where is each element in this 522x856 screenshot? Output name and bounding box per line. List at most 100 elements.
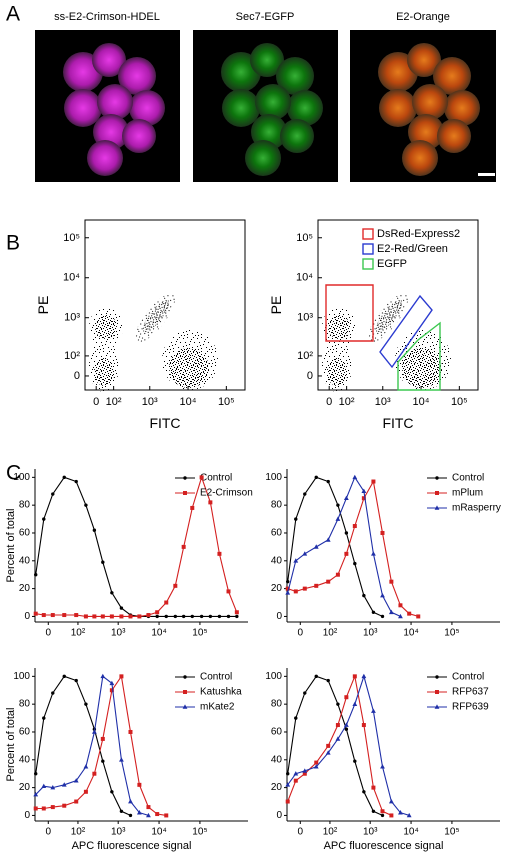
x-axis-label: FITC (382, 415, 413, 431)
y-tick-label: 20 (19, 782, 31, 793)
marker (293, 589, 298, 594)
legend-label: Control (200, 672, 232, 683)
y-tick-label: 10⁴ (63, 272, 80, 284)
marker (50, 805, 55, 810)
marker (84, 702, 88, 706)
y-tick-label: 40 (19, 754, 31, 765)
marker (50, 785, 56, 790)
marker (146, 805, 151, 810)
marker (92, 771, 97, 776)
marker (371, 708, 376, 713)
marker (128, 798, 133, 804)
marker (371, 479, 376, 484)
marker (74, 678, 78, 683)
marker (208, 614, 213, 619)
x-tick-label: 10² (71, 827, 86, 838)
image-title: E2-Orange (396, 11, 450, 23)
marker (326, 678, 330, 683)
marker (41, 806, 46, 811)
legend-label: Katushka (200, 687, 242, 698)
legend-label: Control (200, 473, 232, 484)
marker (344, 727, 349, 731)
marker (380, 809, 385, 814)
series-line (287, 675, 383, 816)
marker (62, 674, 66, 679)
marker (388, 798, 394, 804)
y-tick-label: 80 (271, 500, 283, 511)
x-tick-label: 10⁵ (192, 827, 207, 838)
marker (343, 495, 349, 501)
marker (314, 583, 319, 588)
x-tick-label: 10⁴ (403, 827, 418, 838)
marker (286, 772, 290, 776)
series-line (287, 674, 410, 816)
x-axis-label: APC fluorescence signal (324, 840, 444, 852)
x-tick-label: 10² (323, 628, 338, 639)
x-tick-label: 10⁴ (180, 396, 197, 408)
marker (371, 809, 376, 813)
marker (353, 561, 357, 566)
marker (183, 675, 187, 679)
legend-label: DsRed-Express2 (377, 228, 460, 240)
y-tick-label: 80 (271, 699, 283, 710)
micrograph (35, 30, 180, 182)
marker (62, 613, 67, 618)
marker (335, 516, 341, 521)
marker (285, 590, 291, 595)
y-tick-label: 10² (297, 350, 313, 362)
marker (398, 603, 403, 608)
marker (302, 771, 307, 776)
marker (352, 701, 358, 706)
marker (199, 614, 204, 619)
marker (326, 579, 331, 584)
y-tick-label: 0 (24, 810, 30, 821)
marker (33, 611, 38, 616)
y-axis-label: PE (268, 296, 284, 315)
marker (83, 789, 88, 794)
y-tick-label: 0 (276, 810, 282, 821)
marker (41, 613, 46, 618)
x-tick-label: 10² (339, 396, 355, 408)
series-line (287, 479, 419, 617)
marker (84, 503, 88, 507)
marker (100, 736, 105, 741)
plot-frame (84, 219, 246, 391)
marker (137, 614, 142, 619)
marker (33, 806, 38, 811)
marker (435, 690, 439, 694)
marker (199, 475, 204, 480)
y-tick-label: 20 (19, 583, 31, 594)
y-tick-label: 80 (19, 500, 31, 511)
marker (398, 810, 403, 815)
marker (155, 610, 160, 615)
image-title: Sec7-EGFP (236, 11, 295, 23)
x-tick-label: 10³ (363, 628, 378, 639)
y-tick-label: 10³ (64, 312, 80, 324)
panel-label: A (6, 3, 20, 26)
marker (380, 592, 385, 598)
x-tick-label: 10⁵ (218, 396, 235, 408)
x-axis-label: FITC (149, 415, 180, 431)
marker (313, 764, 319, 769)
marker (164, 614, 168, 619)
x-tick-label: 10⁵ (444, 628, 459, 639)
x-tick-label: 0 (298, 827, 304, 838)
marker (92, 614, 97, 619)
micrograph (350, 30, 496, 182)
x-tick-label: 10³ (375, 396, 391, 408)
marker (62, 475, 66, 480)
marker (61, 782, 67, 787)
legend-swatch (362, 243, 374, 255)
marker (137, 782, 142, 787)
x-tick-label: 10⁴ (413, 396, 430, 408)
legend-label: EGFP (377, 258, 407, 270)
marker (119, 809, 124, 813)
marker (352, 474, 358, 480)
legend-swatch (362, 258, 374, 270)
y-tick-label: 10⁴ (296, 272, 313, 284)
marker (101, 560, 105, 564)
y-tick-label: 20 (271, 583, 283, 594)
y-tick-label: 60 (271, 726, 283, 737)
x-tick-label: 0 (93, 396, 99, 408)
